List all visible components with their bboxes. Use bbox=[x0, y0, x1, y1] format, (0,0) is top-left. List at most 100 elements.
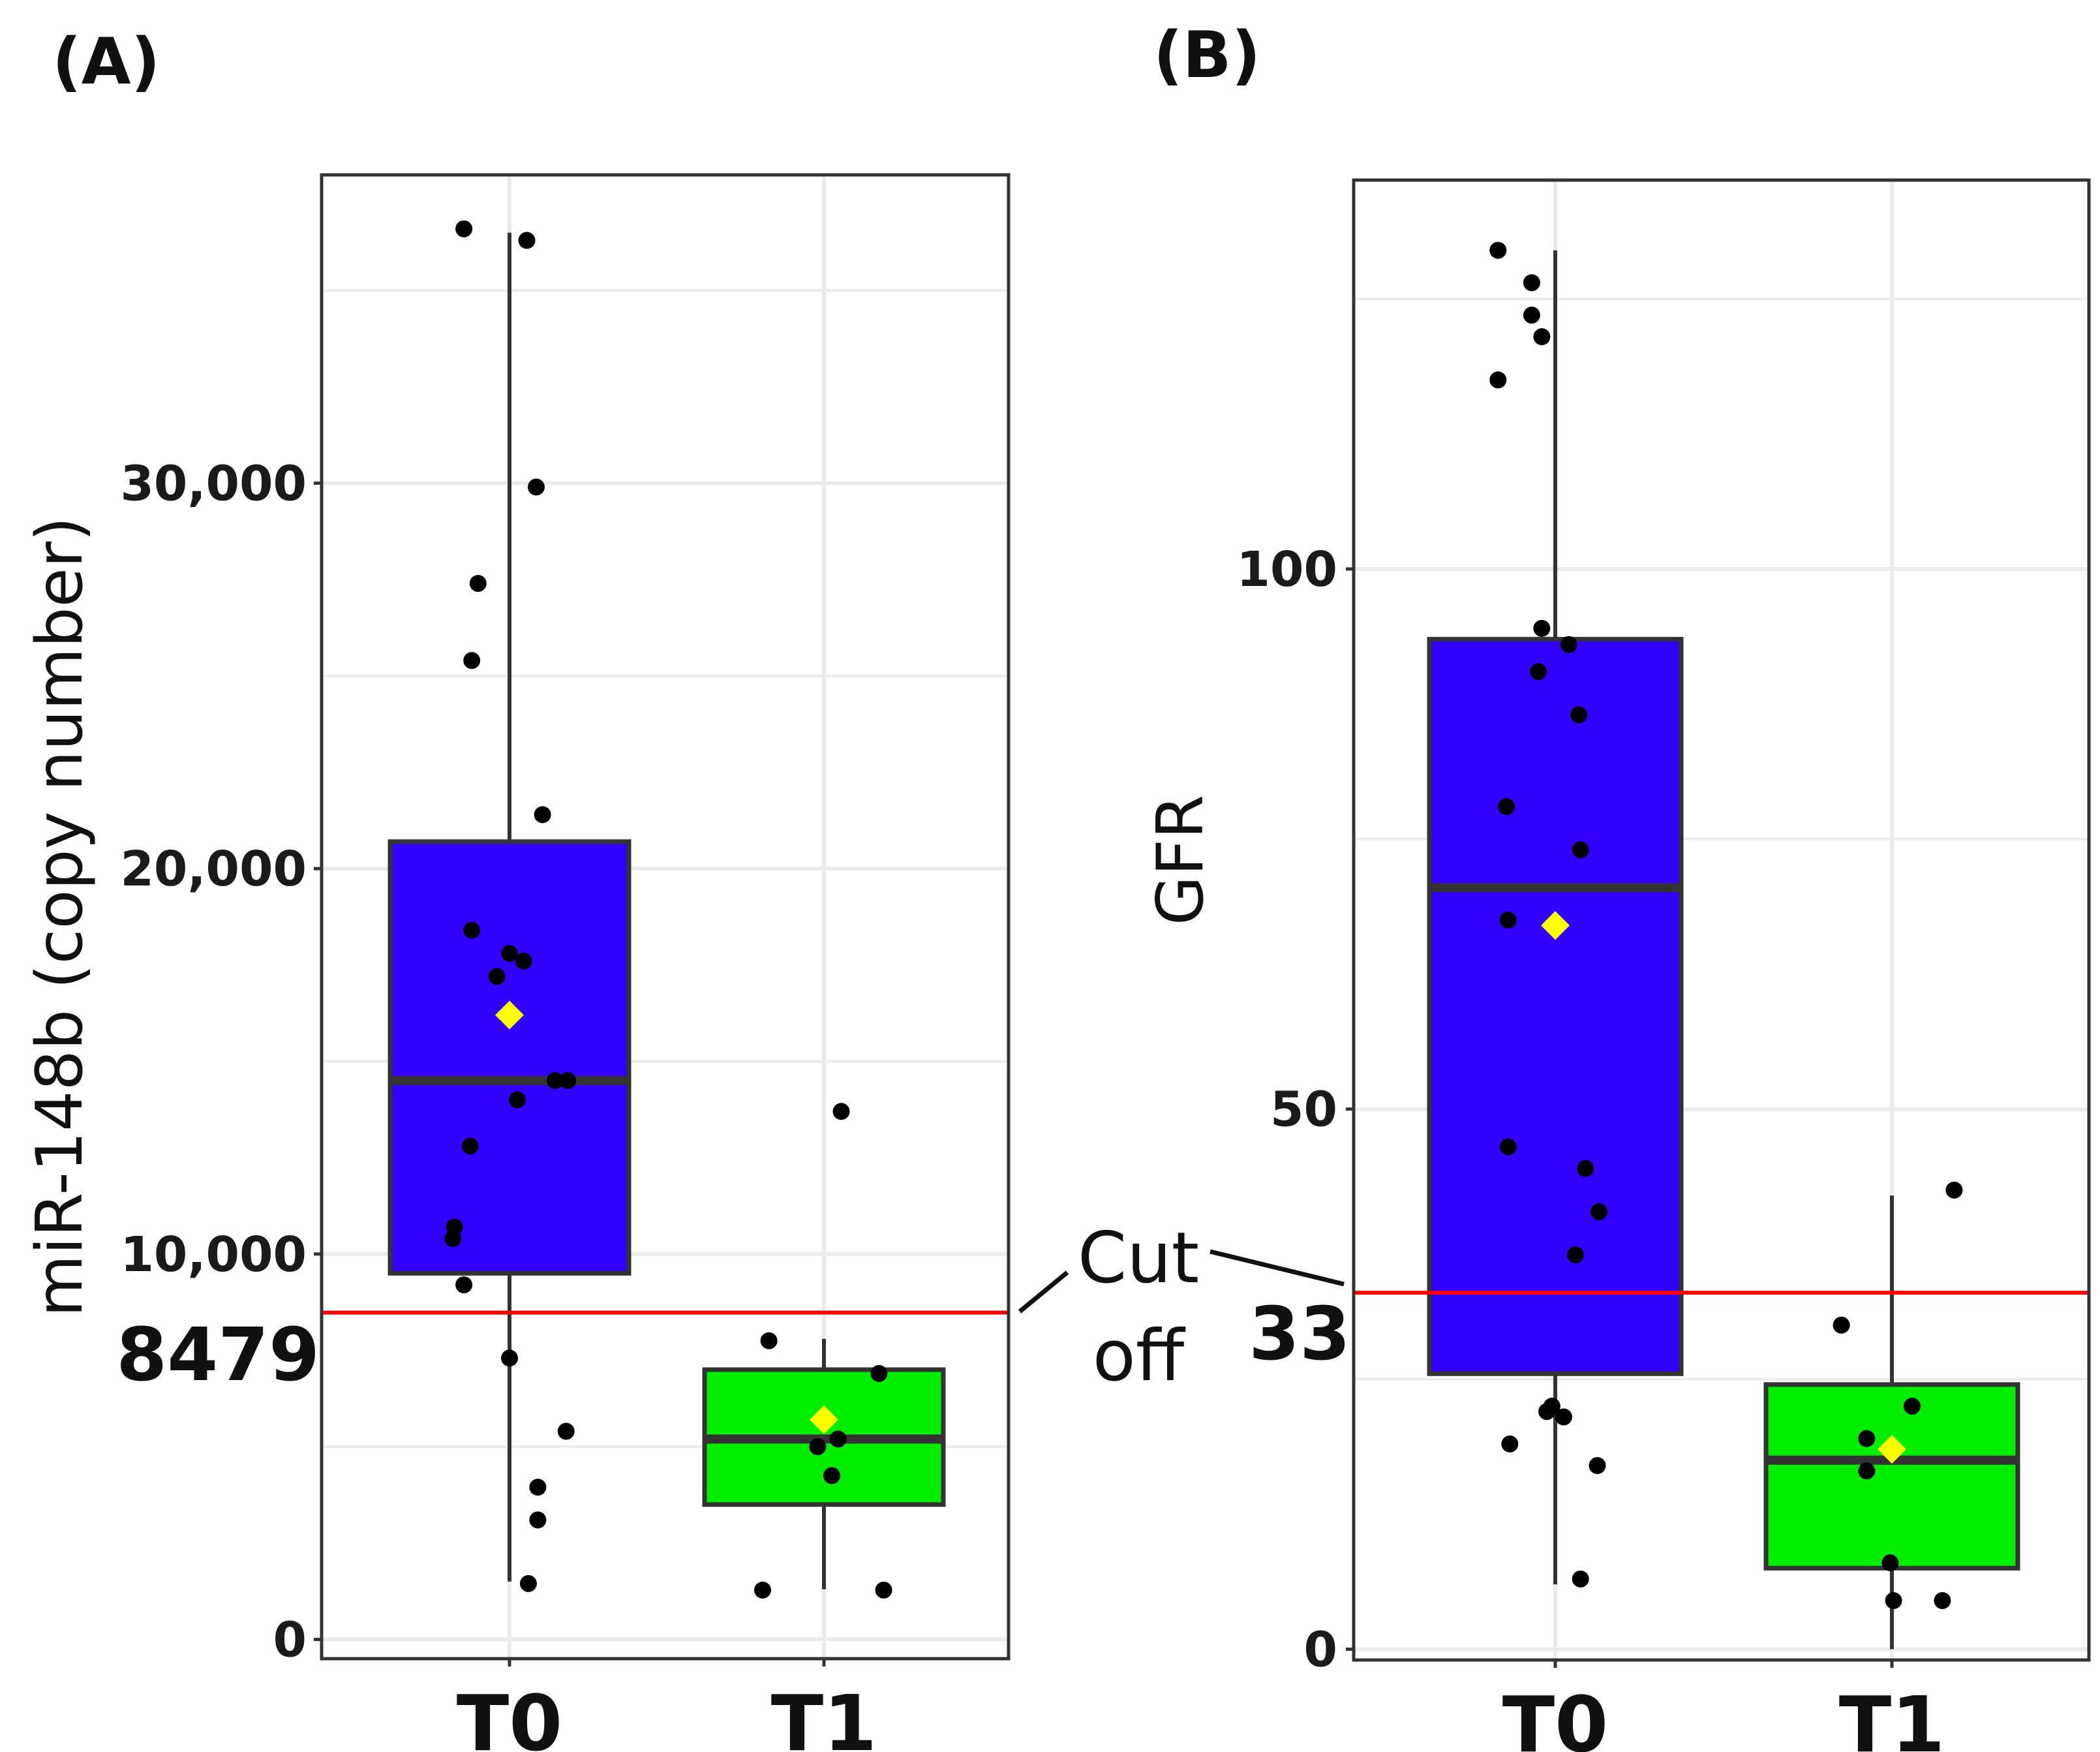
data-point bbox=[1881, 1554, 1899, 1572]
data-point bbox=[829, 1430, 847, 1448]
data-point bbox=[455, 220, 473, 238]
data-point bbox=[1903, 1397, 1921, 1415]
data-point bbox=[870, 1364, 888, 1382]
data-point bbox=[444, 1230, 462, 1248]
box-iqr bbox=[1763, 1382, 2020, 1571]
data-point bbox=[1570, 706, 1588, 724]
data-point bbox=[1499, 1138, 1517, 1156]
data-point bbox=[1885, 1591, 1902, 1609]
y-tick-label: 0 bbox=[1304, 1621, 1338, 1678]
data-point bbox=[1533, 620, 1551, 638]
data-point bbox=[501, 945, 518, 962]
y-tick-label: 0 bbox=[273, 1612, 307, 1668]
panel-a-x-ticks: T0 T1 bbox=[457, 1659, 877, 1752]
panel-b-cutoff-value: 33 bbox=[1249, 1292, 1350, 1377]
data-point bbox=[557, 1422, 575, 1440]
data-point bbox=[1833, 1316, 1850, 1334]
box-t0 bbox=[388, 232, 632, 1582]
data-point bbox=[461, 1137, 479, 1155]
data-point bbox=[1566, 1246, 1584, 1264]
panel-b-boxes bbox=[1427, 250, 2020, 1650]
data-point bbox=[760, 1332, 778, 1349]
cutoff-annotation: Cut off bbox=[1018, 1218, 1345, 1397]
data-point bbox=[518, 232, 536, 249]
panel-a-boxes bbox=[388, 232, 946, 1590]
data-point bbox=[1858, 1462, 1876, 1480]
data-point bbox=[1572, 841, 1589, 859]
box-t1 bbox=[702, 1338, 946, 1590]
data-point bbox=[501, 1349, 518, 1367]
data-point bbox=[1523, 306, 1540, 324]
data-point bbox=[455, 1276, 473, 1294]
panel-a-cutoff-value: 8479 bbox=[116, 1313, 320, 1398]
y-tick-label: 20,000 bbox=[120, 841, 307, 897]
data-point bbox=[469, 575, 487, 592]
data-point bbox=[559, 1072, 577, 1090]
data-point bbox=[1589, 1457, 1606, 1475]
data-point bbox=[1501, 1435, 1519, 1452]
data-point bbox=[754, 1581, 772, 1599]
mean-marker bbox=[1878, 1435, 1906, 1464]
data-point bbox=[529, 1511, 547, 1529]
y-tick-label: 10,000 bbox=[120, 1227, 307, 1283]
data-point bbox=[534, 806, 551, 823]
data-point bbox=[809, 1438, 827, 1456]
panel-a-y-ticks: 0 10,000 20,000 30,000 bbox=[120, 456, 322, 1668]
data-point bbox=[1934, 1591, 1951, 1609]
data-point bbox=[832, 1103, 850, 1120]
x-tick-label: T1 bbox=[771, 1678, 877, 1752]
data-point bbox=[1533, 328, 1551, 346]
panel-a-means bbox=[495, 1000, 838, 1434]
mean-marker bbox=[1541, 911, 1570, 940]
data-point bbox=[1489, 371, 1507, 389]
x-tick-label: T1 bbox=[1839, 1680, 1945, 1752]
panel-a: (A) 0 10,000 20,000 30,000 T0 T1 miR-148b (c… bbox=[23, 25, 1011, 1752]
data-point bbox=[823, 1467, 841, 1484]
data-point bbox=[463, 652, 481, 669]
panel-b-x-ticks: T0 T1 bbox=[1502, 1660, 1945, 1752]
mean-marker bbox=[495, 1000, 524, 1030]
data-point bbox=[1858, 1430, 1876, 1447]
y-tick-label: 30,000 bbox=[120, 456, 307, 512]
data-point bbox=[1590, 1203, 1608, 1220]
data-point bbox=[527, 478, 545, 496]
panel-b-border bbox=[1352, 178, 2091, 1662]
panel-a-label: (A) bbox=[52, 25, 160, 99]
x-tick-label: T0 bbox=[457, 1678, 563, 1752]
data-point bbox=[488, 968, 506, 985]
data-point bbox=[1498, 798, 1515, 816]
panel-b-points bbox=[1489, 241, 1963, 1609]
panel-b: (B) 0 50 100 T0 T1 GFR 33 bbox=[1144, 18, 2091, 1752]
panel-b-label: (B) bbox=[1153, 18, 1260, 93]
panel-b-y-axis-title: GFR bbox=[1144, 795, 1218, 925]
box-iqr bbox=[1427, 637, 1684, 1376]
panel-b-y-ticks: 0 50 100 bbox=[1237, 542, 1354, 1678]
data-point bbox=[1555, 1408, 1572, 1426]
data-point bbox=[1560, 636, 1577, 653]
data-point bbox=[875, 1581, 892, 1599]
data-point bbox=[509, 1091, 526, 1109]
data-point bbox=[463, 921, 481, 939]
y-tick-label: 100 bbox=[1237, 542, 1337, 598]
data-point bbox=[1530, 663, 1547, 681]
box-t0 bbox=[1427, 250, 1684, 1585]
data-point bbox=[1499, 912, 1517, 929]
cutoff-pointer-right bbox=[1210, 1249, 1345, 1287]
data-point bbox=[546, 1072, 564, 1090]
data-point bbox=[519, 1575, 537, 1592]
cutoff-text-line1: Cut bbox=[1078, 1218, 1199, 1299]
data-point bbox=[1577, 1160, 1594, 1177]
panel-a-border bbox=[320, 173, 1011, 1661]
data-point bbox=[1572, 1570, 1589, 1588]
panel-a-points bbox=[444, 220, 892, 1599]
cutoff-pointer-left bbox=[1018, 1270, 1069, 1314]
data-point bbox=[515, 952, 532, 970]
data-point bbox=[1523, 274, 1540, 292]
mean-marker bbox=[810, 1405, 838, 1434]
data-point bbox=[1489, 241, 1507, 259]
cutoff-text-line2: off bbox=[1093, 1315, 1186, 1397]
data-point bbox=[1538, 1403, 1556, 1421]
box-iqr bbox=[388, 839, 632, 1276]
data-point bbox=[1945, 1181, 1963, 1199]
panel-b-means bbox=[1541, 911, 1906, 1464]
